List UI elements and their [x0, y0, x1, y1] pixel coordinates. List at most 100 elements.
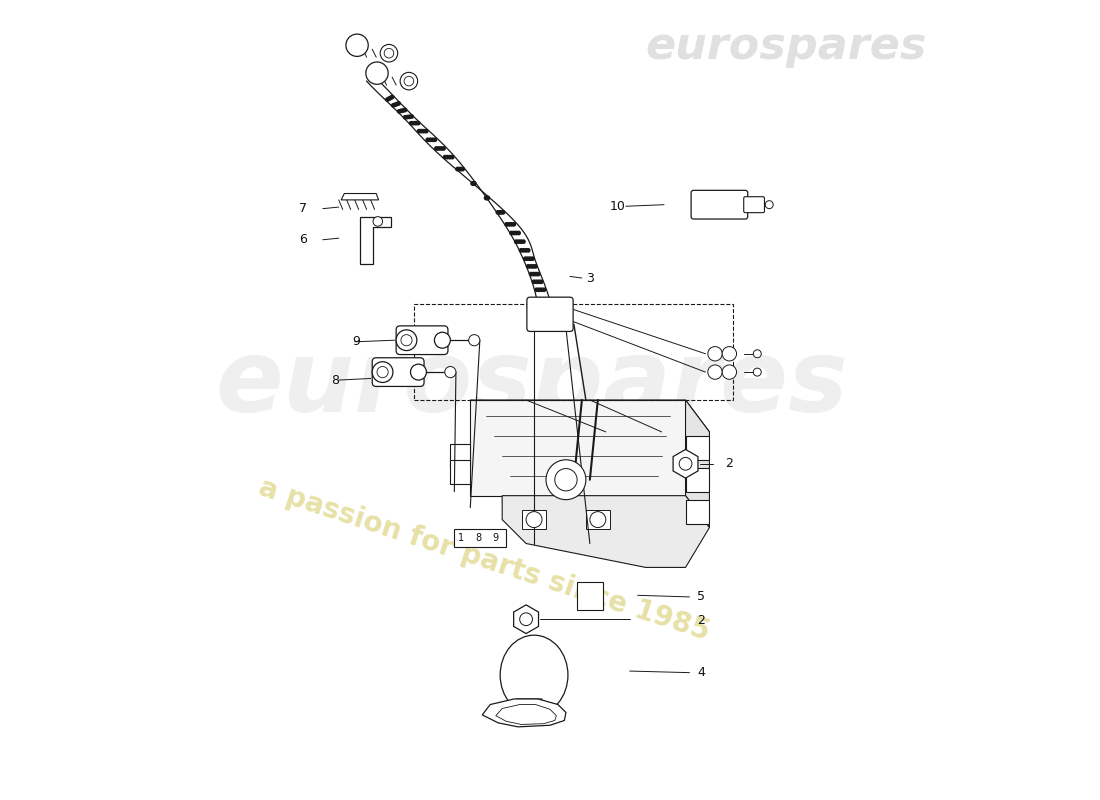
Circle shape [507, 222, 512, 226]
Circle shape [450, 154, 454, 159]
Circle shape [400, 108, 406, 113]
FancyBboxPatch shape [450, 444, 471, 468]
Circle shape [543, 297, 548, 302]
Circle shape [531, 279, 537, 284]
Circle shape [518, 239, 524, 244]
Circle shape [546, 306, 550, 311]
Circle shape [484, 195, 488, 200]
Text: eurospares: eurospares [646, 26, 927, 68]
Circle shape [526, 264, 530, 269]
Circle shape [414, 121, 418, 126]
Circle shape [373, 217, 383, 226]
Circle shape [539, 287, 543, 292]
Circle shape [590, 512, 606, 527]
Circle shape [472, 181, 476, 186]
Circle shape [430, 138, 434, 142]
Circle shape [509, 222, 514, 226]
Circle shape [471, 181, 475, 186]
Circle shape [384, 49, 394, 58]
FancyBboxPatch shape [685, 436, 710, 460]
Circle shape [516, 230, 521, 235]
FancyBboxPatch shape [396, 326, 448, 354]
Circle shape [403, 108, 407, 112]
Circle shape [410, 364, 427, 380]
Circle shape [538, 306, 542, 311]
Circle shape [485, 195, 491, 200]
Circle shape [381, 45, 398, 62]
Circle shape [388, 95, 393, 100]
Circle shape [522, 256, 528, 261]
Circle shape [404, 76, 414, 86]
Circle shape [442, 154, 448, 159]
Circle shape [495, 210, 500, 214]
Circle shape [407, 114, 411, 119]
Circle shape [526, 256, 530, 261]
Circle shape [754, 368, 761, 376]
Circle shape [536, 272, 541, 277]
Text: 5: 5 [697, 590, 705, 603]
Text: 2: 2 [725, 458, 734, 470]
FancyBboxPatch shape [578, 582, 603, 610]
Circle shape [514, 230, 518, 235]
Circle shape [521, 248, 526, 253]
Circle shape [497, 210, 502, 214]
Circle shape [504, 222, 509, 226]
FancyBboxPatch shape [691, 190, 748, 219]
Circle shape [537, 279, 541, 284]
Circle shape [540, 306, 544, 311]
Circle shape [519, 613, 532, 626]
FancyBboxPatch shape [527, 297, 573, 331]
Circle shape [432, 138, 438, 142]
Circle shape [528, 256, 532, 261]
Polygon shape [685, 400, 710, 527]
Polygon shape [482, 699, 565, 727]
Circle shape [723, 365, 737, 379]
Circle shape [377, 366, 388, 378]
Circle shape [500, 210, 505, 214]
Circle shape [526, 512, 542, 527]
Circle shape [393, 102, 397, 107]
Circle shape [526, 248, 530, 253]
Circle shape [514, 239, 518, 244]
Circle shape [708, 365, 723, 379]
Circle shape [386, 96, 392, 101]
Circle shape [459, 166, 463, 171]
FancyBboxPatch shape [522, 510, 546, 529]
Text: 9: 9 [493, 533, 498, 543]
FancyBboxPatch shape [744, 197, 764, 213]
Circle shape [409, 114, 414, 119]
Circle shape [416, 121, 420, 126]
Circle shape [411, 121, 416, 126]
Circle shape [397, 109, 401, 114]
Circle shape [417, 129, 421, 134]
Text: 7: 7 [299, 202, 307, 215]
Circle shape [424, 129, 429, 134]
Circle shape [469, 334, 480, 346]
Polygon shape [471, 400, 710, 432]
Circle shape [524, 248, 528, 253]
Circle shape [542, 306, 548, 311]
Circle shape [446, 154, 450, 159]
Circle shape [516, 239, 521, 244]
Circle shape [536, 297, 541, 302]
Circle shape [534, 272, 538, 277]
Circle shape [400, 72, 418, 90]
Circle shape [529, 272, 534, 277]
Circle shape [428, 138, 432, 142]
Circle shape [541, 287, 547, 292]
Circle shape [538, 297, 543, 302]
Circle shape [554, 469, 578, 491]
FancyBboxPatch shape [372, 358, 424, 386]
Circle shape [534, 264, 538, 269]
Circle shape [723, 346, 737, 361]
Circle shape [521, 239, 526, 244]
Circle shape [434, 146, 439, 151]
Circle shape [530, 264, 536, 269]
Circle shape [537, 287, 541, 292]
Circle shape [519, 248, 524, 253]
Text: 10: 10 [609, 200, 626, 213]
Circle shape [484, 195, 490, 200]
Circle shape [455, 166, 460, 171]
Circle shape [539, 279, 543, 284]
Text: eurospares: eurospares [216, 335, 848, 433]
